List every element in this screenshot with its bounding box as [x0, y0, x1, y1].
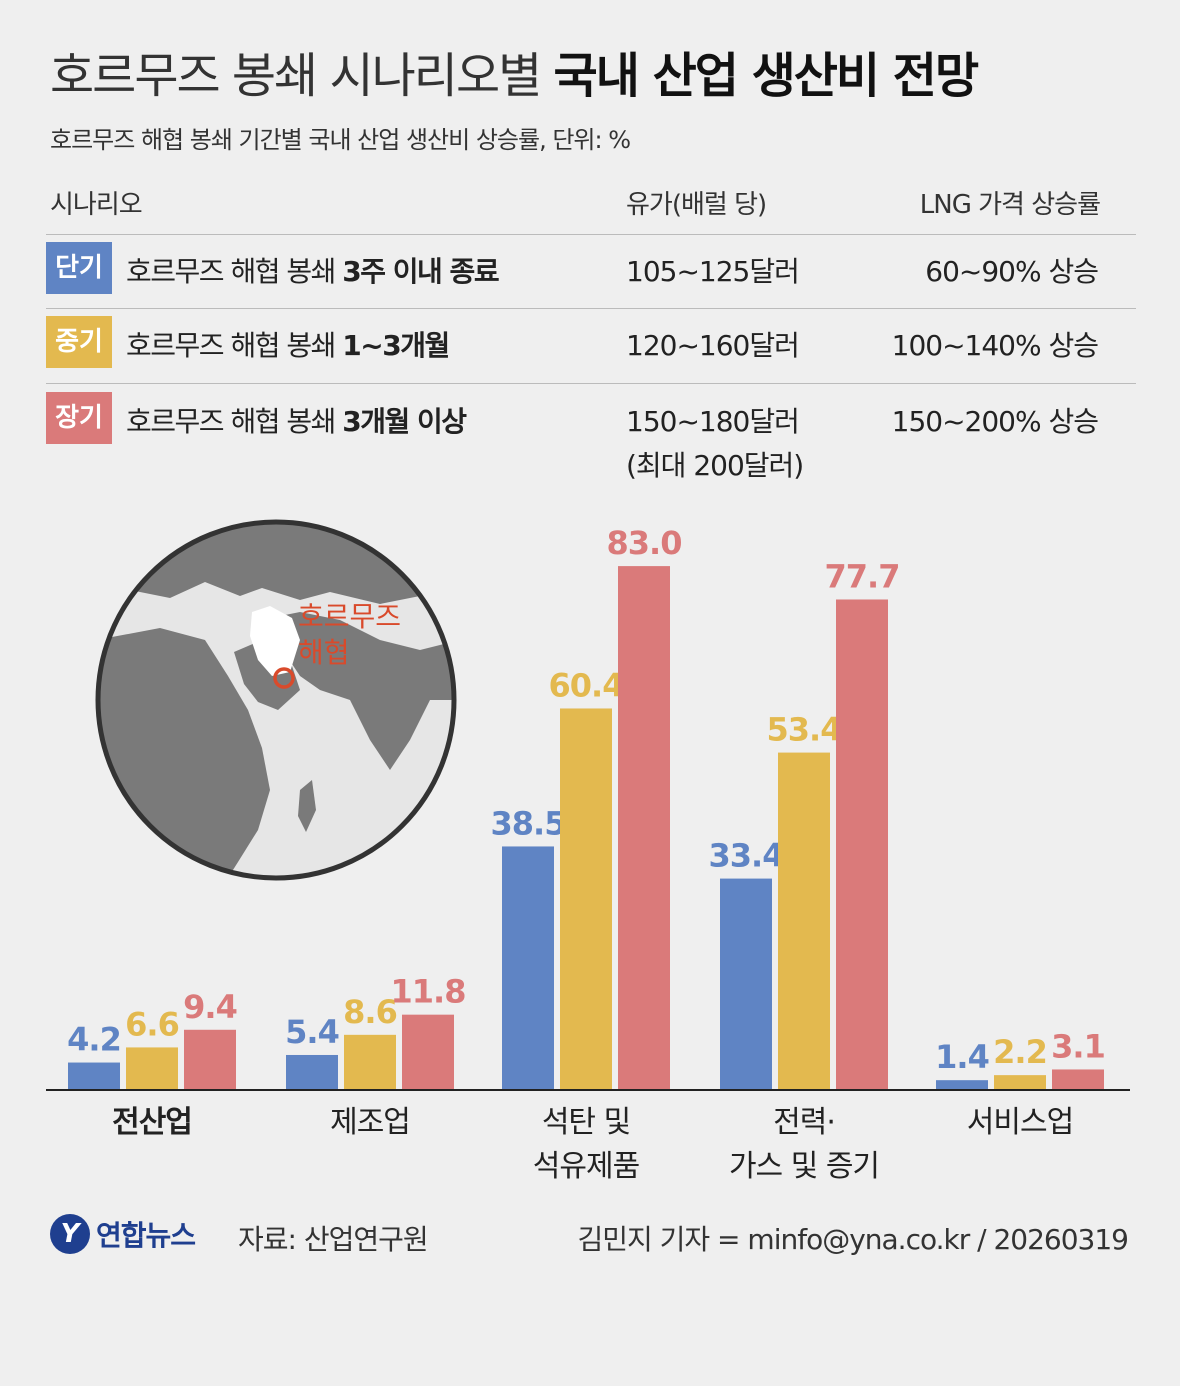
- data-label: 3.1: [1051, 1027, 1105, 1065]
- subtitle: 호르무즈 해협 봉쇄 기간별 국내 산업 생산비 상승률, 단위: %: [50, 126, 631, 154]
- oil-price: 120~160달러: [626, 329, 800, 362]
- scenario-row-mid: 중기 호르무즈 해협 봉쇄 1~3개월 120~160달러 100~140% 상…: [46, 316, 1136, 376]
- page-title: 호르무즈 봉쇄 시나리오별 국내 산업 생산비 전망: [50, 36, 980, 106]
- data-label: 1.4: [935, 1038, 989, 1076]
- bar: [286, 1054, 338, 1089]
- table-header-lng: LNG 가격 상승률: [919, 190, 1101, 220]
- scenario-desc: 호르무즈 해협 봉쇄 3개월 이상: [126, 405, 467, 438]
- oil-price: 105~125달러: [626, 255, 800, 288]
- x-tick-label: 석탄 및: [542, 1105, 630, 1140]
- data-label: 38.5: [491, 804, 566, 842]
- logo-mark-icon: Y: [50, 1214, 90, 1254]
- lng-rise: 60~90% 상승: [925, 255, 1099, 288]
- bar: [618, 566, 670, 1089]
- bar: [126, 1047, 178, 1089]
- scenario-desc: 호르무즈 해협 봉쇄 3주 이내 종료: [126, 255, 500, 288]
- data-label: 83.0: [607, 524, 682, 562]
- x-tick-label: 서비스업: [967, 1105, 1073, 1140]
- logo-text: 연합뉴스: [96, 1219, 196, 1252]
- data-label: 2.2: [993, 1033, 1047, 1071]
- data-label: 4.2: [67, 1021, 121, 1059]
- bar: [502, 846, 554, 1089]
- oil-price: 150~180달러 (최대 200달러): [626, 405, 804, 482]
- bar: [936, 1080, 988, 1089]
- globe-map: 호르무즈 해협: [95, 519, 457, 881]
- bar: [994, 1075, 1046, 1089]
- data-label: 77.7: [825, 557, 900, 595]
- data-label: 8.6: [343, 993, 397, 1031]
- x-tick-label: 전산업: [112, 1105, 192, 1140]
- bar: [344, 1034, 396, 1089]
- bar-series: 4.2 6.6 9.4 5.48.611.8 38.5 60.4 83.0 33.4 53.4 7…: [67, 524, 1106, 1089]
- bar: [68, 1062, 120, 1089]
- map-label-line2: 해협: [298, 636, 350, 669]
- badge-short: 단기: [46, 242, 112, 294]
- scenario-row-long: 장기 호르무즈 해협 봉쇄 3개월 이상 150~180달러 (최대 200달러)…: [46, 392, 1136, 482]
- scenario-desc: 호르무즈 해협 봉쇄 1~3개월: [126, 329, 450, 362]
- data-label: 53.4: [767, 711, 842, 749]
- title-bold: 국내 산업 생산비 전망: [553, 48, 980, 104]
- data-label: 9.4: [183, 988, 237, 1026]
- bar: [184, 1029, 236, 1089]
- x-tick-label: 석유제품: [533, 1149, 639, 1184]
- row-divider: [46, 308, 1136, 309]
- bar: [1052, 1069, 1104, 1089]
- map-label-line1: 호르무즈: [298, 600, 401, 633]
- lng-rise: 150~200% 상승: [891, 405, 1099, 438]
- lng-rise: 100~140% 상승: [891, 329, 1099, 362]
- title-light: 호르무즈 봉쇄 시나리오별: [50, 48, 542, 104]
- data-label: 11.8: [391, 973, 466, 1011]
- globe-outline: [95, 519, 457, 881]
- data-label: 6.6: [125, 1005, 179, 1043]
- table-header-oil: 유가(배럴 당): [626, 190, 767, 220]
- x-tick-label: 가스 및 증기: [729, 1149, 879, 1184]
- data-label: 33.4: [709, 837, 784, 875]
- data-label: 5.4: [285, 1013, 339, 1051]
- iran-highlight: [250, 606, 300, 676]
- bar: [402, 1014, 454, 1089]
- hormuz-marker: [273, 667, 295, 689]
- credit-text: 김민지 기자 = minfo@yna.co.kr / 20260319: [577, 1223, 1129, 1256]
- yonhap-logo: Y 연합뉴스: [50, 1214, 196, 1254]
- bar: [778, 752, 830, 1089]
- data-label: 60.4: [549, 666, 624, 704]
- bar: [720, 878, 772, 1089]
- scenario-row-short: 단기 호르무즈 해협 봉쇄 3주 이내 종료 105~125달러 60~90% …: [46, 242, 1136, 302]
- table-header-scenario: 시나리오: [50, 190, 143, 220]
- x-tick-label: 전력·: [773, 1105, 835, 1140]
- row-divider: [46, 234, 1136, 235]
- source-text: 자료: 산업연구원: [238, 1223, 429, 1256]
- bar: [836, 599, 888, 1089]
- badge-mid: 중기: [46, 316, 112, 368]
- x-tick-label: 제조업: [330, 1105, 410, 1140]
- bar: [560, 708, 612, 1089]
- badge-long: 장기: [46, 392, 112, 444]
- row-divider: [46, 383, 1136, 384]
